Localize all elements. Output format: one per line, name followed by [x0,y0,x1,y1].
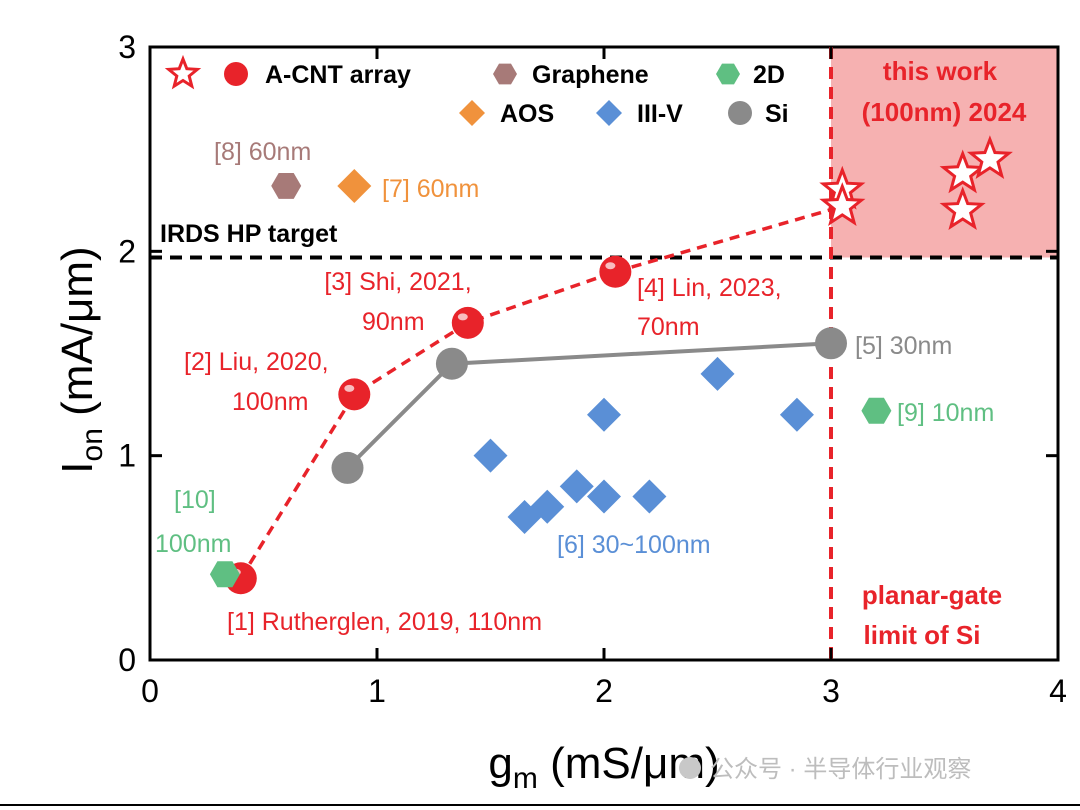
iii-v-point [559,469,594,504]
connector-to-this-work-line [614,204,843,274]
x-tick-label: 0 [141,673,159,709]
iii-v-point [587,479,621,514]
watermark-text: 公众号 · 半导体行业观察 [710,756,971,783]
graphene-point [271,173,302,199]
iii-v-point [587,397,621,432]
y-tick-label: 1 [118,438,136,474]
annotation-ref-4-line-1: [4] Lin, 2023, [637,274,782,302]
annotation-ref-10-line-1: [10] [174,486,216,514]
annotation-ref-9: [9] 10nm [897,399,994,427]
legend-2d-marker [716,63,740,85]
annotation-ref-2-line-2: 100nm [232,388,308,416]
y-axis-title-unit: (mA/μm) [53,246,102,428]
annotation-ref-10-line-2: 100nm [155,530,231,558]
a-cnt-array-point-highlight [457,313,468,321]
si-point [815,327,847,360]
legend-si-marker [728,101,752,125]
annotation-ref-8: [8] 60nm [214,138,311,166]
legend-star-marker [164,54,202,90]
x-tick-label: 2 [595,673,613,709]
2d-point [209,561,240,588]
si-point [331,451,364,484]
a-cnt-array-this-work-star-point [966,135,1013,180]
x-tick-label: 4 [1049,673,1067,709]
highlight-label-line-2: (100nm) 2024 [862,97,1027,127]
x-tick-label: 3 [822,673,840,709]
planar-gate-label-line-2: limit of Si [864,620,981,650]
2d-point [861,397,892,424]
a-cnt-array-point-highlight [605,262,616,270]
legend-aos-marker [459,100,485,126]
iii-v-point [700,356,735,391]
annotation-ref-3-line-1: [3] Shi, 2021, [324,268,471,296]
y-tick-label: 0 [118,642,136,678]
legend-graphene-marker [493,63,517,85]
iii-v-point [632,479,667,514]
legend-label-iii-v: III-V [637,100,683,128]
legend-label-aos: AOS [500,100,554,128]
annotation-ref-1: [1] Rutherglen, 2019, 110nm [227,608,542,636]
legend-iii-v-marker [596,100,622,126]
this-work-highlight-region [831,47,1058,258]
y-tick-label: 2 [118,233,136,269]
x-tick-label: 1 [368,673,386,709]
x-axis-title-main: g [488,739,512,788]
legend-cnt-circle-marker [224,62,248,86]
irds-hp-target-label: IRDS HP target [160,220,338,248]
legend-label-graphene: Graphene [532,61,649,89]
legend: A-CNT array Graphene 2D AOS III-V Si [164,54,789,128]
si-point [435,347,468,380]
a-cnt-array-this-work-star-point [939,186,986,231]
a-cnt-array-point [338,378,371,411]
y-axis-title-main: I [53,461,102,473]
y-tick-label: 3 [118,29,136,65]
highlight-label-line-1: this work [883,56,998,86]
x-axis-title-sub: m [513,762,538,795]
annotation-ref-3-line-2: 90nm [362,308,425,336]
a-cnt-array-this-work-star-point [819,182,866,227]
aos-point [337,168,372,203]
annotation-ref-4-line-2: 70nm [637,313,700,341]
series-line-a-cnt-array [239,270,616,580]
series-line-si [346,341,832,470]
y-axis-title: Ion (mA/μm) [53,246,109,473]
y-axis-title-sub: on [76,428,109,461]
legend-label-si: Si [765,100,789,128]
annotation-ref-7: [7] 60nm [382,175,479,203]
legend-label-a-cnt: A-CNT array [265,61,411,89]
a-cnt-array-point [451,306,484,339]
watermark-logo-icon [679,757,701,779]
a-cnt-array-point [599,255,632,288]
a-cnt-array-this-work-star-point [939,149,986,194]
a-cnt-array-point-highlight [344,384,355,392]
annotation-ref-2-line-1: [2] Liu, 2020, [184,348,329,376]
iii-v-point [530,489,565,524]
annotation-ref-6: [6] 30~100nm [557,531,711,559]
annotation-ref-5: [5] 30nm [855,332,952,360]
annotations: [8] 60nm [7] 60nm [3] Shi, 2021, 90nm [4… [155,138,994,636]
legend-label-2d: 2D [753,61,785,89]
iii-v-point [473,438,508,473]
planar-gate-label-line-1: planar-gate [862,580,1002,610]
iii-v-point [779,397,814,432]
